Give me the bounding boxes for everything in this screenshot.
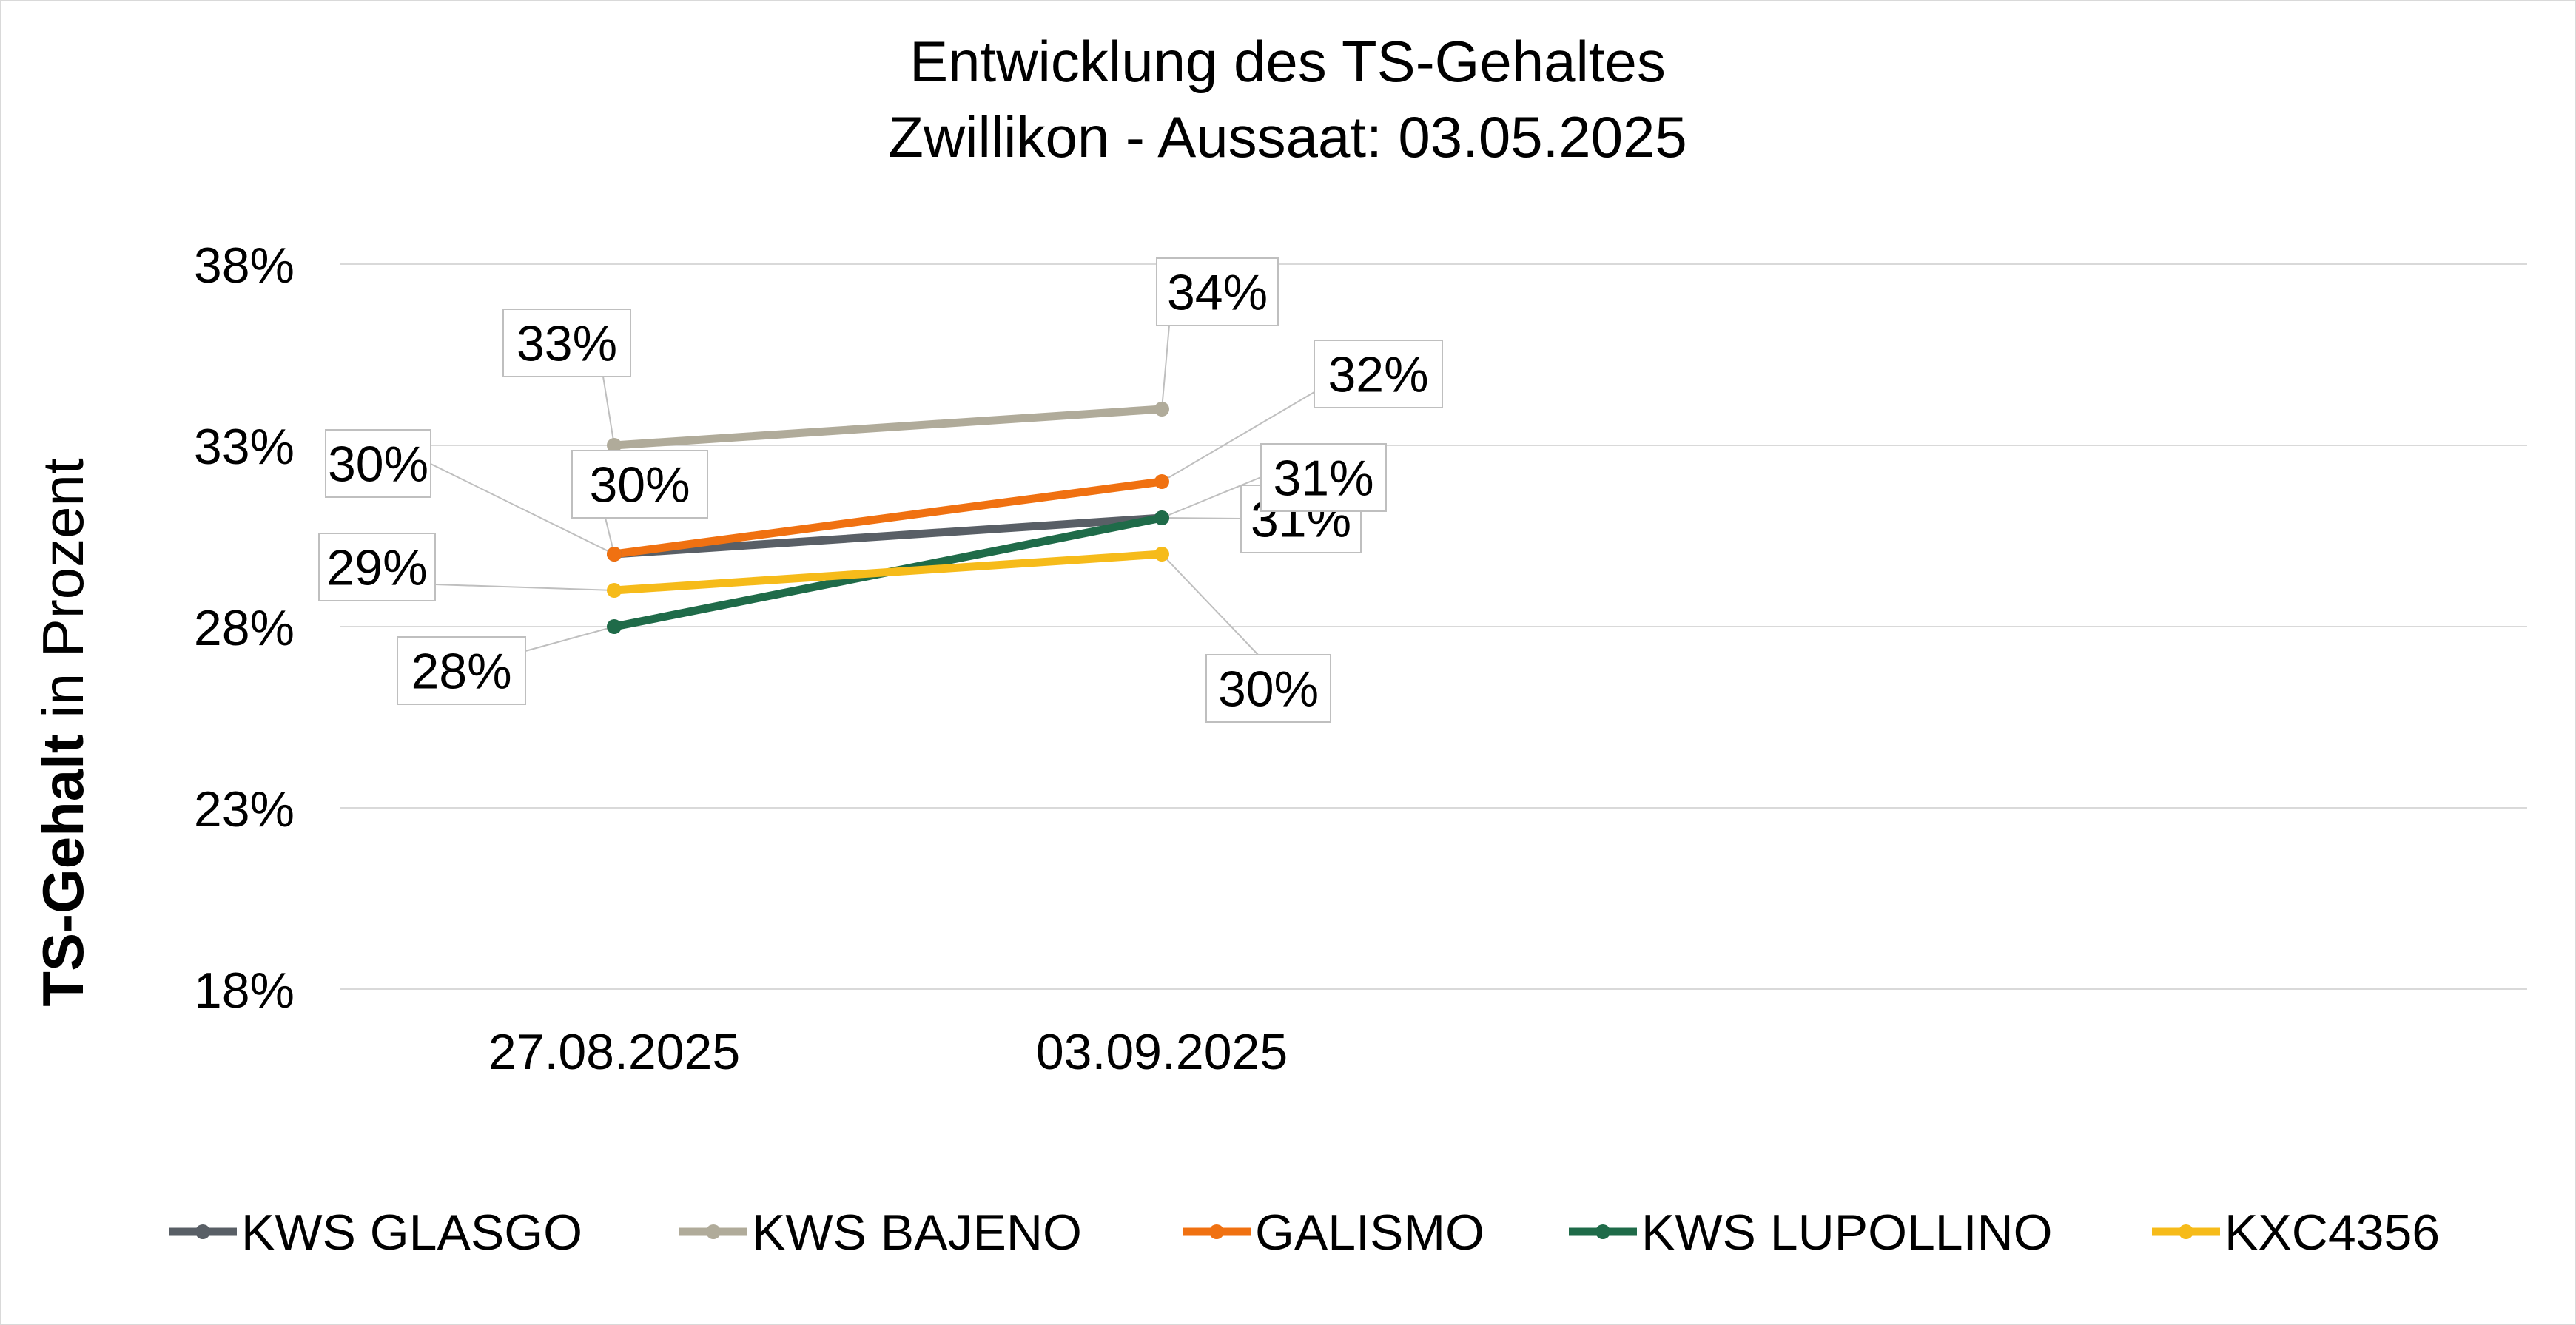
data-point [1154, 510, 1169, 525]
y-tick-labels: 18% 23% 28% 33% 38% [194, 237, 295, 1019]
y-tick-label: 28% [194, 600, 295, 656]
x-tick-label: 27.08.2025 [488, 1024, 740, 1080]
legend-swatch-marker [195, 1224, 210, 1239]
data-point [1154, 547, 1169, 562]
y-tick-label: 18% [194, 962, 295, 1019]
data-labels: 30%31%33%34%30%32%28%31%29%30% [318, 257, 1443, 723]
legend-item: GALISMO [1183, 1204, 1484, 1261]
y-tick-label: 23% [194, 781, 295, 837]
data-label-box [1260, 443, 1387, 512]
chart-title-line1: Entwicklung des TS-Gehaltes [909, 29, 1666, 94]
x-tick-label: 03.09.2025 [1036, 1024, 1288, 1080]
data-point [607, 619, 622, 634]
data-label-leaders [430, 325, 1315, 655]
gridlines [340, 263, 2527, 990]
data-label-box [1205, 654, 1331, 723]
series-line [610, 477, 1166, 559]
series-points [607, 402, 1169, 634]
legend-swatch-marker [706, 1224, 721, 1239]
data-point [607, 438, 622, 453]
data-label: 30% [1218, 661, 1319, 718]
label-leader-line [1161, 553, 1259, 655]
series-line [610, 550, 1166, 595]
label-leader-line [434, 584, 615, 591]
series-line [610, 405, 1166, 450]
data-label-box [325, 429, 431, 498]
legend-item: KWS LUPOLLINO [1569, 1204, 2053, 1261]
data-point [1154, 402, 1169, 417]
legend-item: KWS GLASGO [169, 1204, 582, 1261]
y-tick-label: 38% [194, 237, 295, 294]
series-lines [610, 405, 1166, 631]
legend-label: KXC4356 [2224, 1204, 2440, 1261]
data-label-box [397, 636, 526, 705]
series-line [610, 513, 1166, 559]
legend-label: KWS LUPOLLINO [1641, 1204, 2053, 1261]
legend: KWS GLASGO KWS BAJENO GALISMO KWS LUPOLLINO… [169, 1204, 2440, 1261]
data-label: 33% [517, 316, 617, 372]
data-point [607, 547, 622, 562]
legend-swatch-marker [2179, 1224, 2193, 1239]
y-axis-label-bold: TS-Gehalt [30, 734, 95, 1006]
label-leader-line [1161, 391, 1315, 482]
label-leader-line [1161, 476, 1262, 519]
legend-label: KWS BAJENO [752, 1204, 1082, 1261]
data-label: 30% [328, 436, 428, 493]
legend-item: KWS BAJENO [679, 1204, 1082, 1261]
data-label-box [571, 450, 708, 519]
data-label: 34% [1167, 265, 1268, 321]
data-point [607, 583, 622, 598]
legend-swatch-marker [1595, 1224, 1610, 1239]
data-label-box [1156, 257, 1279, 326]
label-leader-line [1161, 325, 1170, 410]
data-label: 32% [1328, 347, 1428, 403]
legend-swatch-marker [1209, 1224, 1224, 1239]
data-label-box [1314, 340, 1443, 408]
legend-item: KXC4356 [2152, 1204, 2440, 1261]
data-label: 30% [589, 457, 690, 513]
y-tick-label: 33% [194, 419, 295, 475]
data-label-box [502, 309, 631, 377]
y-axis-label: TS-Gehalt in Prozent [30, 458, 95, 1007]
label-leader-line [602, 376, 615, 446]
data-point [1154, 474, 1169, 489]
x-tick-labels: 27.08.2025 03.09.2025 [488, 1024, 1288, 1080]
label-leader-line [430, 463, 615, 555]
data-label: 31% [1273, 451, 1373, 507]
chart-title-line2: Zwillikon - Aussaat: 03.05.2025 [888, 104, 1687, 169]
label-leader-line [1161, 517, 1242, 519]
data-label: 29% [326, 540, 427, 596]
data-label-box [318, 533, 436, 601]
label-leader-line [525, 626, 615, 652]
data-label: 28% [411, 644, 511, 700]
y-axis-label-rest: in Prozent [30, 458, 95, 734]
legend-label: GALISMO [1255, 1204, 1484, 1261]
legend-label: KWS GLASGO [241, 1204, 582, 1261]
